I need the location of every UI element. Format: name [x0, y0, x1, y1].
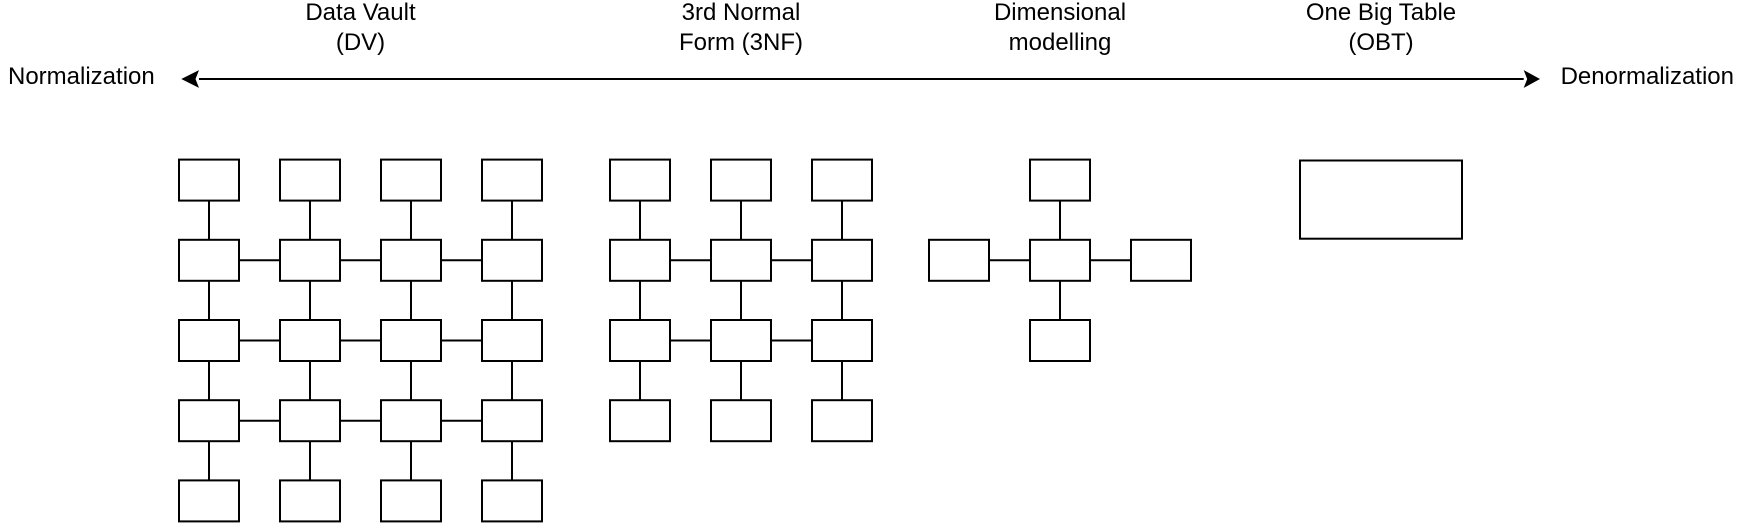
svg-text:(DV): (DV) [336, 29, 385, 56]
svg-text:One Big Table: One Big Table [1306, 0, 1456, 26]
svg-text:Dimensional: Dimensional [994, 0, 1126, 26]
svg-text:3rd Normal: 3rd Normal [682, 0, 801, 26]
svg-text:modelling: modelling [1009, 29, 1112, 56]
svg-text:Data Vault: Data Vault [305, 0, 416, 26]
svg-text:Normalization: Normalization [8, 63, 155, 90]
svg-text:Denormalization: Denormalization [1561, 63, 1734, 90]
svg-text:Form (3NF): Form (3NF) [679, 29, 803, 56]
svg-text:(OBT): (OBT) [1348, 29, 1413, 56]
